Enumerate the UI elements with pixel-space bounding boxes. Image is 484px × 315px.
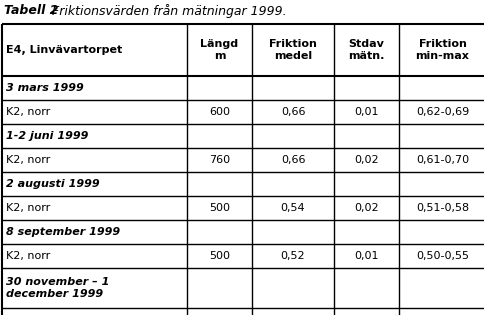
Text: Stdav
mätn.: Stdav mätn. xyxy=(348,39,385,61)
Text: K2, norr: K2, norr xyxy=(6,155,50,165)
Text: 0,02: 0,02 xyxy=(354,155,379,165)
Text: 0,01: 0,01 xyxy=(354,251,379,261)
Text: 0,54: 0,54 xyxy=(281,203,305,213)
Text: Längd
m: Längd m xyxy=(200,39,239,61)
Text: 0,66: 0,66 xyxy=(281,155,305,165)
Text: 2 augusti 1999: 2 augusti 1999 xyxy=(6,179,100,189)
Text: K2, norr: K2, norr xyxy=(6,107,50,117)
Text: 600: 600 xyxy=(209,107,230,117)
Text: E4, Linvävartorpet: E4, Linvävartorpet xyxy=(6,45,122,55)
Text: 0,01: 0,01 xyxy=(354,107,379,117)
Text: K2, norr: K2, norr xyxy=(6,251,50,261)
Text: 1-2 juni 1999: 1-2 juni 1999 xyxy=(6,131,89,141)
Text: 0,66: 0,66 xyxy=(281,107,305,117)
Text: K2, norr: K2, norr xyxy=(6,203,50,213)
Text: 760: 760 xyxy=(209,155,230,165)
Text: 0,02: 0,02 xyxy=(354,203,379,213)
Text: 0,51-0,58: 0,51-0,58 xyxy=(416,203,469,213)
Text: 500: 500 xyxy=(209,251,230,261)
Text: 0,62-0,69: 0,62-0,69 xyxy=(416,107,469,117)
Text: 500: 500 xyxy=(209,203,230,213)
Text: Friktionsvärden från mätningar 1999.: Friktionsvärden från mätningar 1999. xyxy=(52,4,287,18)
Text: 30 november – 1
december 1999: 30 november – 1 december 1999 xyxy=(6,277,109,299)
Text: 8 september 1999: 8 september 1999 xyxy=(6,227,120,237)
Text: 3 mars 1999: 3 mars 1999 xyxy=(6,83,84,93)
Text: 0,50-0,55: 0,50-0,55 xyxy=(416,251,469,261)
Text: 0,52: 0,52 xyxy=(281,251,305,261)
Text: Friktion
medel: Friktion medel xyxy=(269,39,317,61)
Text: Tabell 2: Tabell 2 xyxy=(4,4,59,18)
Text: Friktion
min-max: Friktion min-max xyxy=(416,39,469,61)
Text: 0,61-0,70: 0,61-0,70 xyxy=(416,155,469,165)
